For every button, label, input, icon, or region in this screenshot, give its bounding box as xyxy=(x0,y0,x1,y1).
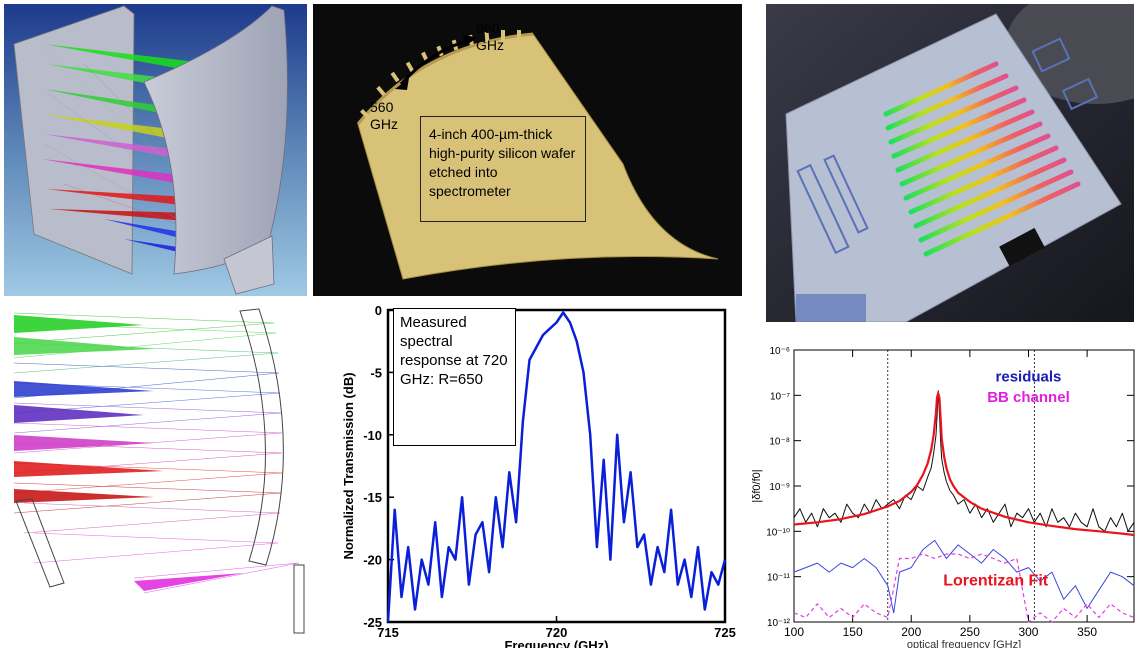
series-line-residuals xyxy=(793,539,1135,614)
x-axis-label: optical frequency [GHz] xyxy=(907,639,1021,648)
legend-label-bb-channel: BB channel xyxy=(987,389,1070,406)
y-tick-label: -10 xyxy=(363,428,382,443)
x-tick-label: 350 xyxy=(1077,625,1097,639)
y-tick-label: -20 xyxy=(363,553,382,568)
y-axis-label: |δf0/f0| xyxy=(751,469,763,502)
raytrace-2d-diagram xyxy=(4,303,307,644)
y-tick-label: 10⁻¹¹ xyxy=(767,573,791,584)
y-tick-label: -15 xyxy=(363,490,382,505)
y-axis-label: Normalized Transmission (dB) xyxy=(341,372,356,559)
x-tick-label: 715 xyxy=(377,625,399,640)
series-line-bb-channel xyxy=(793,553,1135,623)
measured-response-annotation: Measured spectral response at 720 GHz: R… xyxy=(393,308,516,446)
x-tick-label: 720 xyxy=(546,625,568,640)
silicon-wafer-photo: 960 GHz 560 GHz xyxy=(313,4,742,296)
y-tick-label: 10⁻¹⁰ xyxy=(766,527,790,538)
y-tick-label: 10⁻⁶ xyxy=(769,346,790,357)
series-line-lorentizan-fit xyxy=(793,391,1135,537)
plot-frame xyxy=(793,349,1135,623)
label-560ghz: 560 GHz xyxy=(370,99,398,132)
x-tick-label: 250 xyxy=(960,625,980,639)
x-tick-label: 200 xyxy=(901,625,921,639)
spectrometer-chip-photo xyxy=(766,4,1134,322)
y-tick-label: -5 xyxy=(370,365,382,380)
wafer-description-box: 4-inch 400-µm-thick high-purity silicon … xyxy=(420,116,586,222)
series-line-data xyxy=(793,390,1135,532)
y-tick-label: 10⁻¹² xyxy=(767,618,791,629)
transmission-chart: 0 -5 -10 -15 -20 -25 715 720 725 Frequency (GHz) N… xyxy=(313,300,742,648)
x-tick-label: 150 xyxy=(843,625,863,639)
y-tick-label: -25 xyxy=(363,615,382,630)
x-tick-label: 100 xyxy=(784,625,804,639)
fit-label: Lorentizan Fit xyxy=(943,573,1049,590)
x-tick-label: 725 xyxy=(714,625,736,640)
label-960ghz: 960 GHz xyxy=(476,20,504,53)
frequency-residuals-chart: 10⁻⁶ 10⁻⁷ 10⁻⁸ 10⁻⁹ 10⁻¹⁰ 10⁻¹¹ 10⁻¹² 100 150 200… xyxy=(746,330,1138,648)
transmission-series-line xyxy=(386,311,727,623)
legend-label-residuals: residuals xyxy=(996,369,1062,386)
x-tick-label: 300 xyxy=(1018,625,1038,639)
y-tick-label: 10⁻⁷ xyxy=(770,391,790,402)
y-tick-label: 10⁻⁹ xyxy=(769,482,790,493)
raytrace-3d-render xyxy=(4,4,307,296)
y-tick-label: 10⁻⁸ xyxy=(769,437,790,448)
x-axis-label: Frequency (GHz) xyxy=(504,638,608,648)
y-tick-label: 0 xyxy=(375,303,382,318)
